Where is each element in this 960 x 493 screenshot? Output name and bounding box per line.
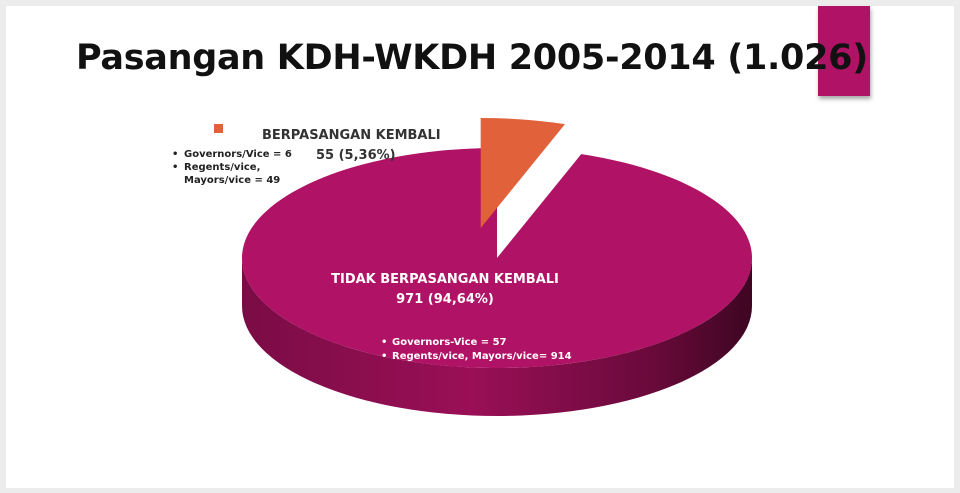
pie-slice-berpasangan: [480, 118, 565, 228]
slice-label-tidak-berpasangan: TIDAK BERPASANGAN KEMBALI: [331, 272, 559, 287]
breakdown-list-berpasangan: Governors/Vice = 6 Regents/vice, Mayors/…: [170, 148, 304, 187]
breakdown-item: Regents/vice, Mayors/vice= 914: [380, 350, 572, 364]
slice-value-berpasangan: 55 (5,36%): [316, 148, 396, 163]
pie-slice-tidak-berpasangan: [241, 148, 752, 368]
accent-bar: [818, 6, 870, 96]
breakdown-list-tidak-berpasangan: Governors-Vice = 57 Regents/vice, Mayors…: [380, 336, 572, 364]
slice-value-tidak-berpasangan: 971 (94,64%): [396, 292, 494, 307]
legend-square-berpasangan: [214, 124, 223, 133]
breakdown-item: Regents/vice, Mayors/vice = 49: [170, 161, 304, 187]
pie-slice-side-tidak-berpasangan: [242, 258, 752, 416]
slide-title: Pasangan KDH-WKDH 2005-2014 (1.026): [76, 38, 868, 78]
breakdown-item: Governors-Vice = 57: [380, 336, 572, 350]
slice-label-berpasangan: BERPASANGAN KEMBALI: [262, 128, 441, 143]
breakdown-item: Governors/Vice = 6: [170, 148, 304, 161]
